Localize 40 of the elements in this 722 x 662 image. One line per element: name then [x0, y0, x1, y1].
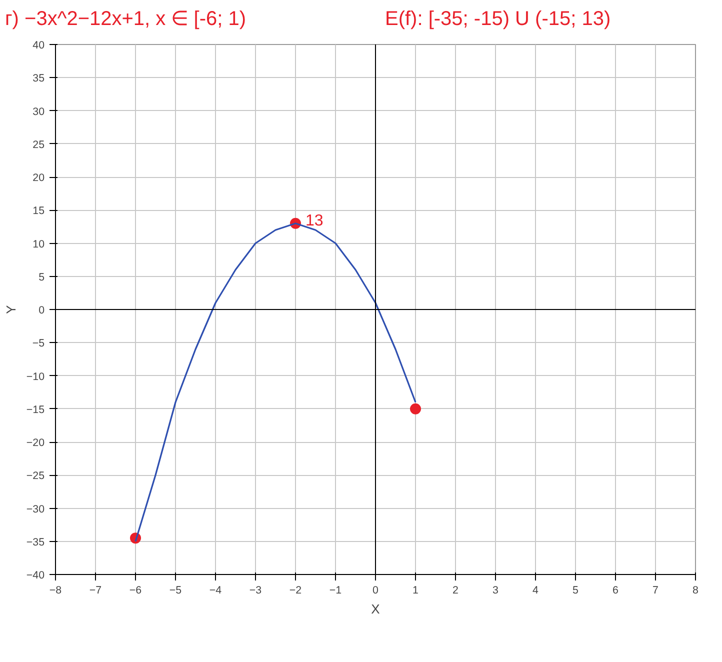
x-tick-label: 8: [692, 584, 699, 596]
y-tick-label: 0: [38, 304, 45, 316]
x-tick-label: −6: [129, 584, 142, 596]
y-tick-label: −20: [26, 436, 45, 449]
x-tick-label: 5: [572, 584, 579, 596]
x-tick-label: 3: [492, 584, 499, 596]
y-tick-label: 5: [38, 270, 45, 283]
x-axis-title: X: [371, 601, 380, 616]
y-tick-label: 35: [32, 72, 45, 84]
y-tick-label: −30: [26, 502, 45, 515]
x-tick-label: 6: [612, 584, 619, 596]
y-tick-label: −40: [26, 569, 45, 582]
chart-subtitle: E(f): [-35; -15) U (-15; 13): [385, 7, 611, 32]
x-tick-label: −3: [249, 584, 262, 596]
y-axis-title: Y: [3, 304, 18, 314]
y-tick-label: −5: [32, 337, 45, 350]
y-tick-label: 25: [32, 138, 45, 150]
y-tick-label: 40: [32, 39, 45, 52]
y-tick-label: −10: [26, 370, 45, 382]
x-tick-label: 2: [452, 584, 459, 596]
x-tick-label: 0: [372, 584, 379, 596]
x-tick-label: −4: [209, 584, 222, 596]
x-tick-label: 7: [652, 584, 659, 596]
y-tick-label: −15: [26, 403, 45, 416]
x-tick-label: −1: [329, 584, 342, 596]
x-tick-label: −7: [89, 584, 102, 596]
annotation: 13: [306, 212, 324, 229]
x-tick-label: 1: [412, 584, 419, 596]
x-tick-label: 4: [532, 584, 539, 596]
x-tick-label: −2: [289, 584, 302, 596]
y-tick-label: 10: [32, 238, 45, 250]
y-tick-label: −35: [26, 536, 45, 548]
y-tick-label: 15: [32, 204, 45, 217]
chart-title: г) −3x^2−12x+1, x ∈ [-6; 1): [5, 7, 246, 32]
y-tick-label: 20: [32, 172, 45, 184]
point: [410, 402, 421, 414]
x-tick-label: −5: [169, 584, 182, 596]
y-tick-label: 30: [32, 105, 45, 118]
x-tick-label: −8: [49, 584, 62, 596]
y-tick-label: −25: [26, 470, 45, 482]
